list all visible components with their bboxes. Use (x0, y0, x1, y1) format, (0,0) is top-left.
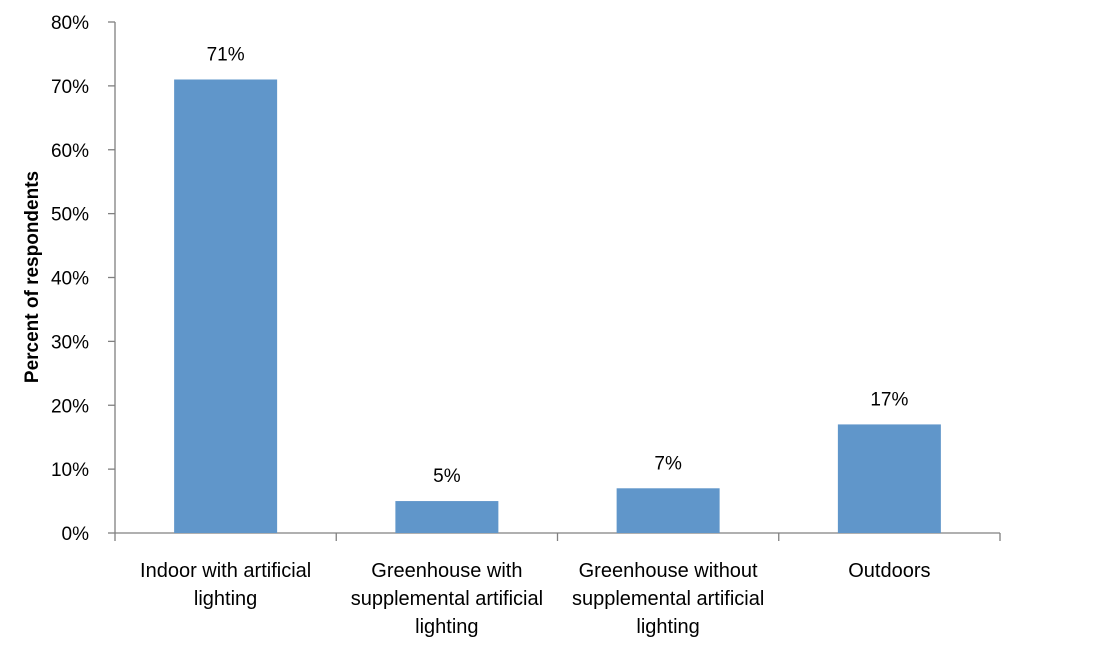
y-tick-label: 30% (51, 332, 89, 353)
y-tick-label: 50% (51, 205, 89, 226)
y-tick-label: 60% (51, 141, 89, 162)
y-axis-ticks: 0% 10% 20% 30% 40% 50% 60% 70% 80% (51, 13, 115, 545)
category-labels: Indoor with artificial lighting Greenhouse… (140, 560, 930, 638)
x-tick-label: Outdoors (848, 560, 930, 582)
y-tick-label: 40% (51, 269, 89, 290)
bar (174, 79, 277, 533)
data-labels: 71% 5% 7% 17% (207, 44, 909, 487)
bar (395, 501, 498, 533)
data-label: 5% (433, 466, 461, 487)
x-tick-label: Greenhouse with supplemental artificial li… (351, 560, 543, 638)
bar (838, 424, 941, 533)
y-tick-label: 20% (51, 396, 89, 417)
bars (174, 79, 941, 533)
y-tick-label: 0% (62, 524, 90, 545)
y-tick-label: 80% (51, 13, 89, 34)
data-label: 17% (870, 389, 908, 410)
x-tick-label: Indoor with artificial lighting (140, 560, 311, 610)
y-axis-label: Percent of respondents (22, 171, 43, 383)
bar (617, 488, 720, 533)
y-tick-label: 10% (51, 460, 89, 481)
data-label: 7% (654, 453, 682, 474)
y-tick-label: 70% (51, 77, 89, 98)
data-label: 71% (207, 44, 245, 65)
x-tick-label: Greenhouse without supplemental artificia… (572, 560, 764, 638)
